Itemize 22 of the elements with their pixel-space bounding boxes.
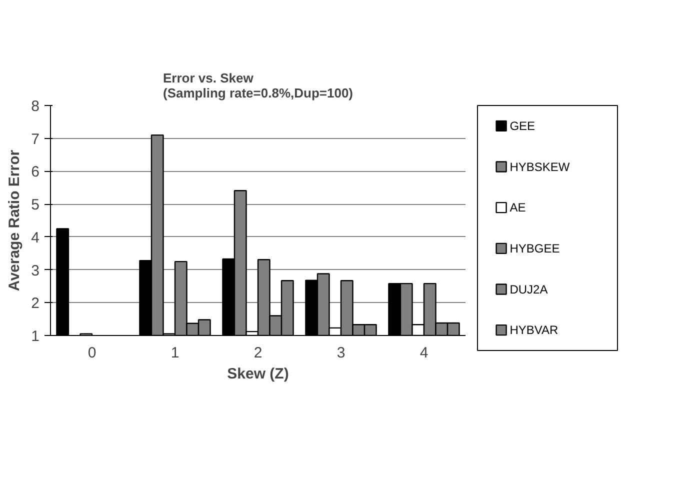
legend-label: GEE bbox=[510, 118, 536, 133]
y-tick-label: 1 bbox=[31, 328, 40, 345]
y-tick-label: 3 bbox=[31, 262, 40, 280]
y-tick-label: 7 bbox=[31, 130, 40, 148]
legend-label: HYBVAR bbox=[510, 323, 558, 338]
legend-label: DUJ2A bbox=[510, 282, 548, 296]
x-axis-title: Skew (Z) bbox=[227, 366, 289, 382]
y-tick-label: 6 bbox=[31, 164, 40, 181]
x-tick-label: 3 bbox=[336, 344, 346, 362]
y-tick-label: 2 bbox=[31, 295, 40, 312]
x-tick-label: 4 bbox=[420, 344, 428, 362]
y-axis-title: Average Ratio Error bbox=[6, 150, 24, 292]
y-tick-label: 4 bbox=[31, 229, 40, 246]
x-tick-label: 2 bbox=[254, 344, 262, 362]
chart-title: Error vs. Skew (Sampling rate=0.8%,Dup=100) bbox=[162, 70, 354, 100]
legend-label: HYBSKEW bbox=[510, 160, 570, 174]
y-tick-label: 8 bbox=[31, 98, 40, 115]
x-tick-label: 0 bbox=[88, 344, 96, 362]
y-tick-label: 5 bbox=[31, 196, 40, 214]
legend-label: HYBGEE bbox=[510, 241, 560, 256]
legend-label: AE bbox=[510, 200, 526, 215]
x-tick-label: 1 bbox=[170, 344, 180, 362]
